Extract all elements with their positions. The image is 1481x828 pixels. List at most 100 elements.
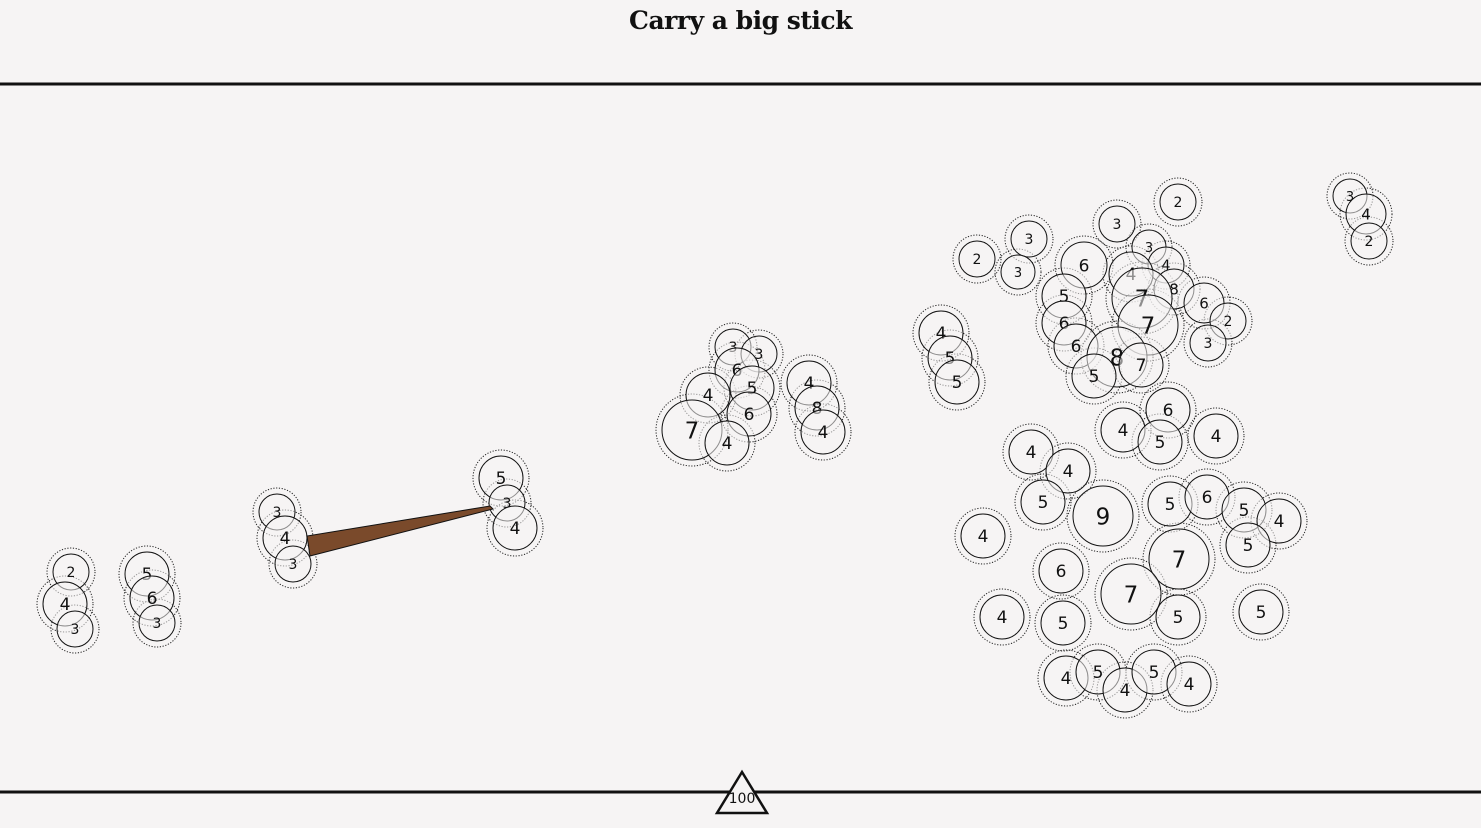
ball[interactable]: 5: [1238, 589, 1284, 635]
ball[interactable]: 5: [1147, 481, 1193, 527]
ball-value: 4: [804, 374, 815, 394]
ball[interactable]: 3: [1010, 220, 1048, 258]
ball[interactable]: 6: [1184, 474, 1230, 520]
ball-value: 6: [1059, 314, 1070, 334]
ball-value: 7: [1141, 313, 1156, 339]
ball-circle: [1008, 429, 1054, 475]
ball[interactable]: 4: [1045, 448, 1091, 494]
ball-circle: [1225, 522, 1271, 568]
ball-value: 3: [1025, 232, 1034, 248]
ball-value: 5: [1089, 367, 1100, 387]
ball[interactable]: 5: [1071, 353, 1117, 399]
ball-value: 5: [1173, 608, 1184, 628]
ball-halo: [780, 354, 838, 412]
ball-value: 3: [1204, 336, 1213, 352]
ball-value: 2: [973, 252, 982, 268]
ball[interactable]: 3: [138, 604, 176, 642]
ball[interactable]: 3: [274, 545, 312, 583]
ball-value: 4: [703, 386, 714, 406]
ball[interactable]: 5: [1137, 419, 1183, 465]
ball-value: 5: [945, 349, 956, 369]
ball-value: 5: [496, 469, 507, 489]
ball-circle: [1148, 528, 1210, 590]
ball-value: 6: [1199, 295, 1209, 313]
ball[interactable]: 2: [1159, 183, 1197, 221]
ball-halo: [1232, 583, 1290, 641]
ball-value: 4: [280, 529, 291, 549]
ball-value: 3: [1014, 266, 1022, 281]
ball-circle: [1098, 205, 1136, 243]
ball-value: 5: [1058, 614, 1069, 634]
ball-halo: [994, 248, 1042, 296]
ball-value: 3: [503, 496, 512, 512]
ball[interactable]: 6: [1038, 548, 1084, 594]
ball-circle: [1256, 498, 1302, 544]
ball[interactable]: 4: [800, 409, 846, 455]
ball[interactable]: 5: [1225, 522, 1271, 568]
ball-value: 8: [1169, 281, 1179, 299]
ball-value: 6: [1056, 562, 1067, 582]
ball-value: 6: [1071, 337, 1082, 357]
ball-value: 7: [1172, 547, 1187, 573]
ball-value: 4: [1162, 258, 1171, 274]
ball-value: 5: [142, 565, 153, 585]
ball-halo: [1032, 542, 1090, 600]
ball-value: 3: [755, 347, 764, 363]
ball[interactable]: 4: [1008, 429, 1054, 475]
ball[interactable]: 9: [1072, 485, 1134, 547]
ball[interactable]: 3: [1000, 254, 1036, 290]
ball-halo: [1153, 177, 1203, 227]
ball[interactable]: 4: [1193, 413, 1239, 459]
ball[interactable]: 3: [56, 610, 94, 648]
ball-halo: [973, 588, 1031, 646]
ball-value: 6: [147, 589, 158, 609]
ball-circle: [1038, 548, 1084, 594]
ball[interactable]: 7: [1148, 528, 1210, 590]
ball[interactable]: 3: [1189, 324, 1227, 362]
ball-circle: [1238, 589, 1284, 635]
ball[interactable]: 5: [1155, 594, 1201, 640]
ball[interactable]: 5: [1040, 600, 1086, 646]
ball-value: 4: [1361, 206, 1371, 224]
ball-value: 5: [1256, 603, 1267, 623]
ball[interactable]: 4: [1166, 661, 1212, 707]
ball[interactable]: 2: [958, 240, 996, 278]
ball-value: 5: [1243, 536, 1254, 556]
ball-halo: [1092, 199, 1142, 249]
ball-circle: [56, 610, 94, 648]
ball-value: 5: [1093, 663, 1104, 683]
player-marker[interactable]: 100: [714, 769, 770, 815]
ball[interactable]: 4: [960, 513, 1006, 559]
ball[interactable]: 7: [1118, 342, 1164, 388]
ball-circle: [1193, 413, 1239, 459]
ball[interactable]: 3: [1098, 205, 1136, 243]
ball[interactable]: 5: [934, 359, 980, 405]
ball-value: 4: [936, 324, 947, 344]
ball[interactable]: 4: [1256, 498, 1302, 544]
ball[interactable]: 5: [1020, 479, 1066, 525]
ball-circle: [800, 409, 846, 455]
ball-value: 6: [1202, 488, 1213, 508]
ball-circle: [1350, 222, 1388, 260]
ball-value: 7: [1124, 582, 1139, 608]
ball[interactable]: 4: [492, 505, 538, 551]
ball-halo: [472, 449, 530, 507]
ball-value: 3: [289, 557, 298, 573]
ball-value: 4: [60, 595, 71, 615]
ball[interactable]: 4: [704, 420, 750, 466]
ball-value: 5: [1059, 287, 1070, 307]
ball[interactable]: 2: [52, 553, 90, 591]
ball-value: 8: [812, 399, 823, 419]
ball[interactable]: 2: [1350, 222, 1388, 260]
ball-circle: [1189, 324, 1227, 362]
ball[interactable]: 4: [979, 594, 1025, 640]
ball-halo: [1139, 381, 1197, 439]
big-stick[interactable]: [306, 505, 494, 557]
ball-value: 5: [1239, 501, 1250, 521]
ball[interactable]: 7: [1100, 563, 1162, 625]
ball-value: 3: [153, 616, 162, 632]
player-triangle-icon: [714, 769, 770, 815]
ball-value: 6: [1079, 256, 1090, 276]
game-title: Carry a big stick: [629, 6, 852, 35]
